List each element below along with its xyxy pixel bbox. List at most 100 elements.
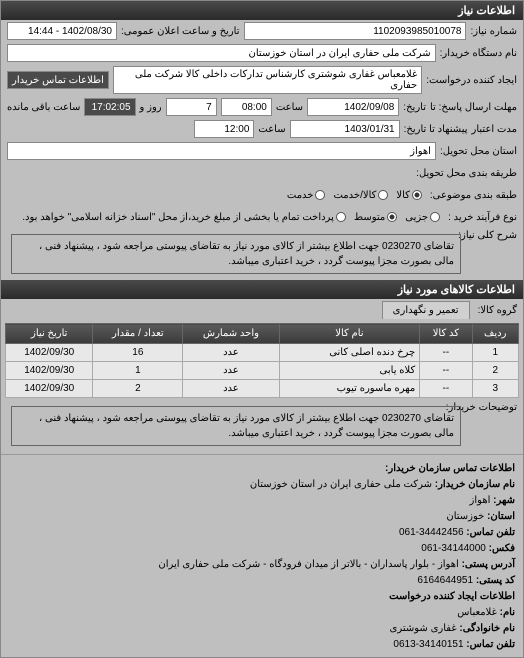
- requester-field: غلامعباس غفاری شوشتری کارشناس تدارکات دا…: [113, 66, 422, 94]
- postal-addr-label: آدرس پستی:: [462, 559, 515, 570]
- datetime-field: 1402/08/30 - 14:44: [7, 22, 117, 40]
- need-info-panel: اطلاعات نیاز شماره نیاز: 110209398501007…: [0, 0, 524, 658]
- contact-block: اطلاعات تماس سازمان خریدار: نام سازمان خ…: [1, 457, 523, 657]
- delivery-loc-label: استان محل تحویل:: [440, 146, 517, 157]
- city-value: اهواز: [470, 495, 491, 506]
- table-cell: کلاه یابی: [279, 362, 420, 380]
- radio-service2[interactable]: خدمت: [287, 190, 326, 201]
- creator-family-value: غفاری شوشتری: [390, 623, 457, 634]
- requester-label: ایجاد کننده درخواست:: [426, 75, 517, 86]
- table-cell: عدد: [183, 344, 279, 362]
- deadline-date-field: 1402/09/08: [307, 98, 399, 116]
- city-label: شهر:: [493, 495, 515, 506]
- radio-goods[interactable]: کالا: [396, 190, 422, 201]
- radio-high-label: پرداخت تمام یا بخشی از مبلغ خرید،از محل …: [22, 212, 334, 223]
- col-idx: ردیف: [472, 324, 519, 344]
- radio-dot-icon: [315, 190, 325, 200]
- radio-med[interactable]: متوسط: [354, 212, 397, 223]
- table-header-row: ردیف کد کالا نام کالا واحد شمارش تعداد /…: [6, 324, 519, 344]
- creator-phone-label: تلفن تماس:: [466, 639, 515, 650]
- col-date: تاریخ نیاز: [6, 324, 93, 344]
- row-delivery-loc: استان محل تحویل: اهواز: [1, 140, 523, 162]
- radio-low-label: جزیی: [405, 212, 428, 223]
- radio-service-label: کالا/خدمت: [333, 190, 376, 201]
- postal-code-value: 6164644951: [417, 575, 473, 586]
- table-cell: --: [420, 362, 472, 380]
- row-buyer: نام دستگاه خریدار: شرکت ملی حفاری ایران …: [1, 42, 523, 64]
- remain-day-label: روز و: [140, 102, 162, 113]
- row-requester: ایجاد کننده درخواست: غلامعباس غفاری شوشت…: [1, 64, 523, 96]
- col-unit: واحد شمارش: [183, 324, 279, 344]
- row-delivery-method: طریقه بندی محل تحویل:: [1, 162, 523, 184]
- number-label: شماره نیاز:: [470, 26, 517, 37]
- validity-date-field: 1403/01/31: [290, 120, 400, 138]
- deadline-hist-label: تاریخ:: [403, 102, 426, 113]
- table-cell: عدد: [183, 380, 279, 398]
- creator-family-label: نام خانوادگی:: [459, 623, 515, 634]
- postal-addr-value: اهواز - بلوار پاسداران - بالاتر از میدان…: [158, 559, 458, 570]
- purchase-type-label: نوع فرآیند خرید :: [448, 212, 517, 223]
- contact-header: اطلاعات تماس سازمان خریدار:: [385, 463, 515, 474]
- radio-service[interactable]: کالا/خدمت: [333, 190, 388, 201]
- radio-dot-icon: [387, 212, 397, 222]
- table-cell: چرخ دنده اصلی کانی: [279, 344, 420, 362]
- goods-code-label: گروه کالا:: [478, 305, 517, 316]
- table-row[interactable]: 1--چرخ دنده اصلی کانیعدد161402/09/30: [6, 344, 519, 362]
- buyer-field: شرکت ملی حفاری ایران در استان خوزستان: [7, 44, 436, 62]
- number-field: 1102093985010078: [244, 22, 467, 40]
- tab-maintenance[interactable]: تعمیر و نگهداری: [382, 301, 470, 319]
- province-label: استان:: [487, 511, 515, 522]
- table-cell: 1402/09/30: [6, 380, 93, 398]
- validity-time-label: ساعت: [258, 124, 285, 135]
- radio-goods-label: کالا: [396, 190, 410, 201]
- table-cell: 2: [472, 362, 519, 380]
- deadline-time-field: 08:00: [221, 98, 272, 116]
- notes-box: تقاضای 0230270 جهت اطلاع بیشتر از کالای …: [11, 406, 461, 446]
- radio-dot-icon: [412, 190, 422, 200]
- table-row[interactable]: 2--کلاه یابیعدد11402/09/30: [6, 362, 519, 380]
- radio-dot-icon: [430, 212, 440, 222]
- deadline-time-label: ساعت: [276, 102, 303, 113]
- row-deadline: مهلت ارسال پاسخ: تا تاریخ: 1402/09/08 سا…: [1, 96, 523, 118]
- delivery-loc-field: اهواز: [7, 142, 436, 160]
- creator-phone-value: 34140151-0613: [393, 639, 463, 650]
- creator-name-value: غلامعباس: [457, 607, 497, 618]
- desc-label: شرح کلی نیاز:: [469, 230, 517, 241]
- remain-days-field: 7: [166, 98, 217, 116]
- validity-until-label: پیشنهاد تا تاریخ:: [404, 124, 468, 135]
- radio-dot-icon: [336, 212, 346, 222]
- radio-low[interactable]: جزیی: [405, 212, 440, 223]
- table-cell: 1402/09/30: [6, 344, 93, 362]
- table-cell: 1402/09/30: [6, 362, 93, 380]
- remain-suffix-label: ساعت باقی مانده: [7, 102, 80, 113]
- desc-box: تقاضای 0230270 جهت اطلاع بیشتر از کالای …: [11, 234, 461, 274]
- validity-label: مدت اعتبار: [472, 124, 517, 135]
- remain-time-field: 17:02:05: [84, 98, 135, 116]
- table-cell: عدد: [183, 362, 279, 380]
- table-cell: 3: [472, 380, 519, 398]
- row-notes: توضیحات خریدار: تقاضای 0230270 جهت اطلاع…: [1, 400, 523, 452]
- row-package: طبقه بندی موضوعی: کالا کالا/خدمت خدمت: [1, 184, 523, 206]
- table-cell: 1: [472, 344, 519, 362]
- row-goods-code: گروه کالا: تعمیر و نگهداری: [1, 299, 523, 321]
- radio-high[interactable]: پرداخت تمام یا بخشی از مبلغ خرید،از محل …: [22, 212, 346, 223]
- delivery-method-label: طریقه بندی محل تحویل:: [416, 168, 517, 179]
- table-cell: 1: [93, 362, 183, 380]
- table-cell: --: [420, 344, 472, 362]
- radio-dot-icon: [378, 190, 388, 200]
- postal-code-label: کد پستی:: [476, 575, 515, 586]
- validity-time-field: 12:00: [194, 120, 254, 138]
- fax-value: 34144000-061: [421, 543, 486, 554]
- phone-label: تلفن تماس:: [466, 527, 515, 538]
- radio-service2-label: خدمت: [287, 190, 314, 201]
- province-value: خوزستان: [446, 511, 484, 522]
- row-purchase-type: نوع فرآیند خرید : جزیی متوسط پرداخت تمام…: [1, 206, 523, 228]
- panel-header: اطلاعات نیاز: [1, 1, 523, 20]
- table-row[interactable]: 3--مهره ماسوره تیوبعدد21402/09/30: [6, 380, 519, 398]
- table-cell: 2: [93, 380, 183, 398]
- creator-header: اطلاعات ایجاد کننده درخواست: [389, 591, 515, 602]
- col-code: کد کالا: [420, 324, 472, 344]
- buyer-contact-button[interactable]: اطلاعات تماس خریدار: [7, 71, 109, 89]
- col-name: نام کالا: [279, 324, 420, 344]
- table-cell: --: [420, 380, 472, 398]
